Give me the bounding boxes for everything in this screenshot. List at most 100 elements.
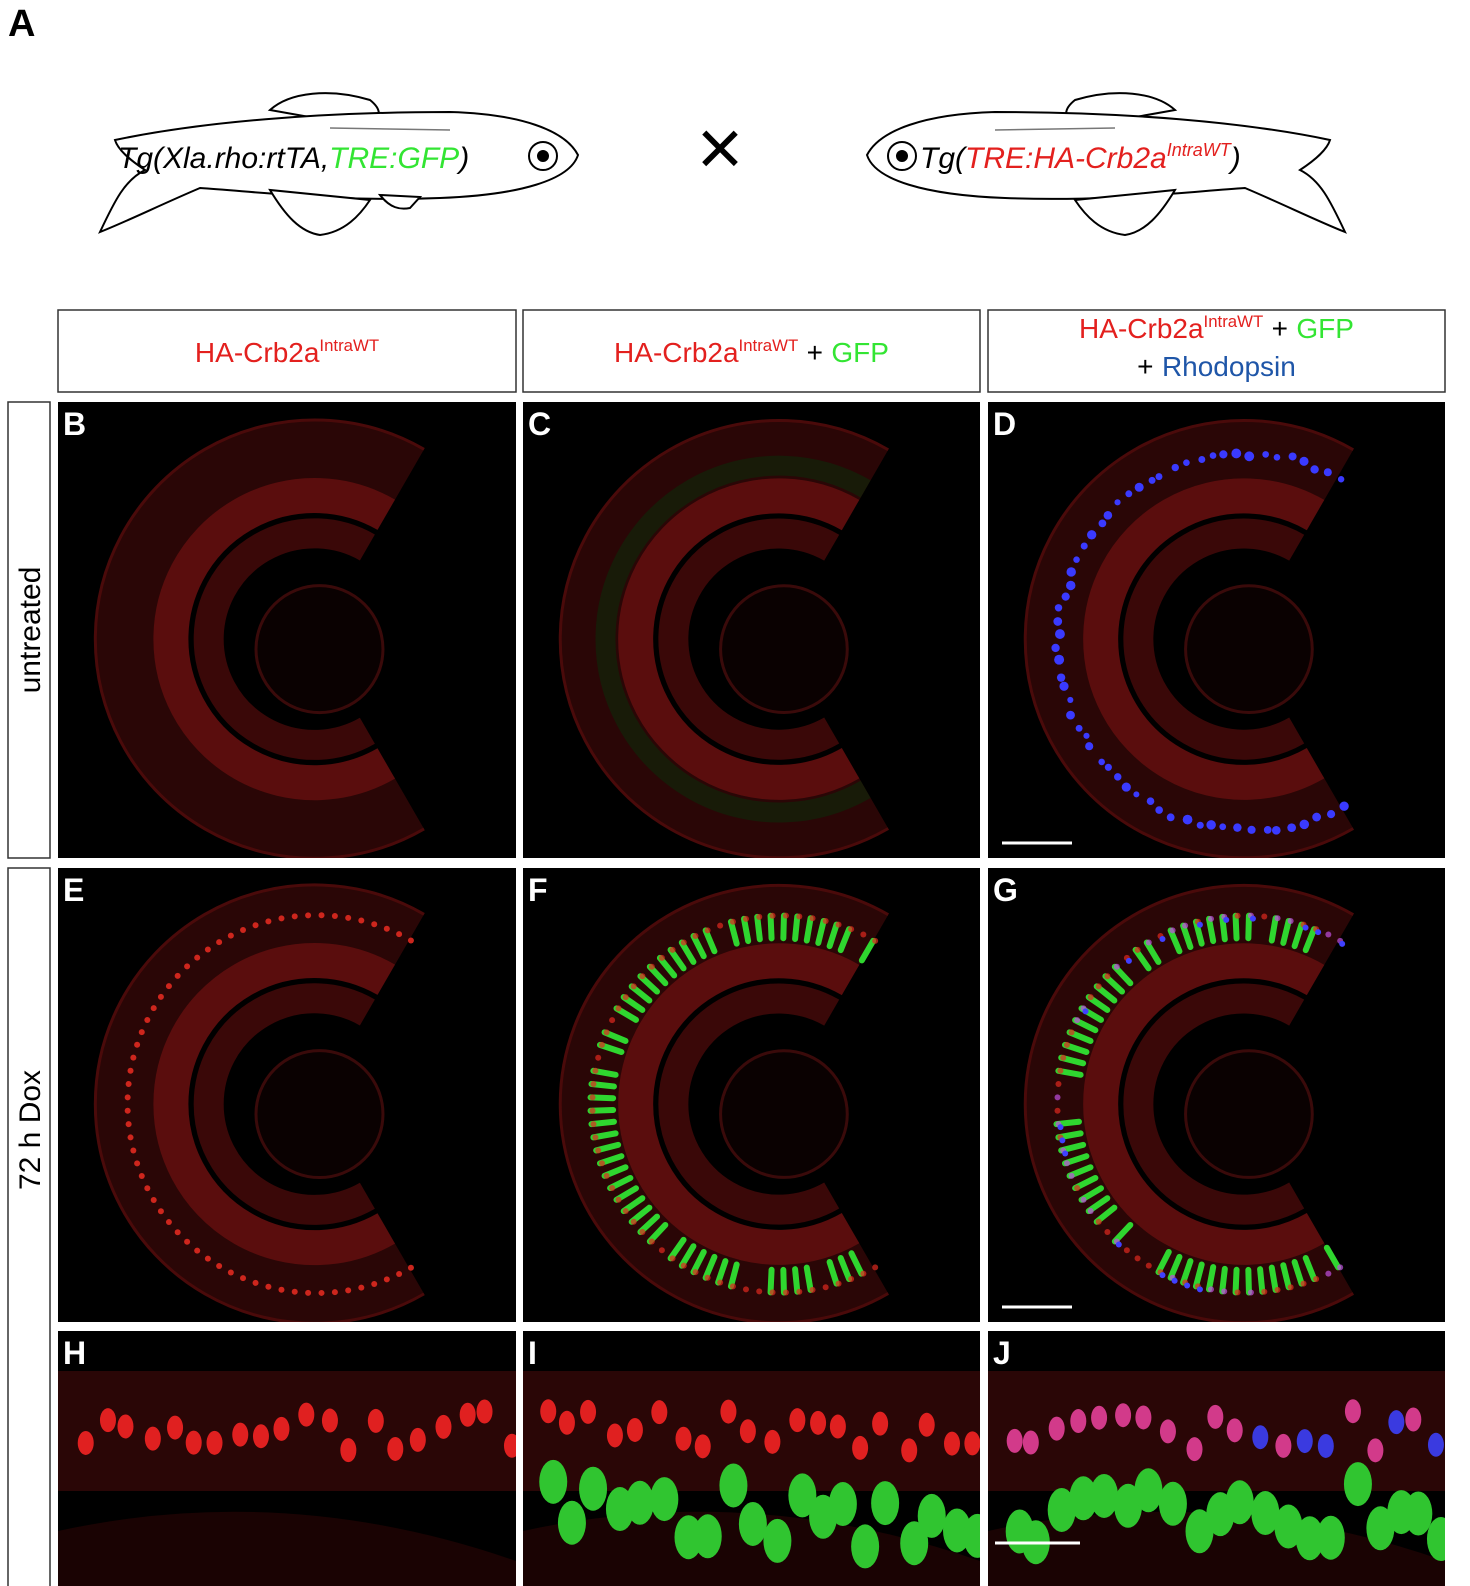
gfp-signal — [1192, 918, 1205, 947]
ha-signal — [252, 922, 259, 929]
panel-letter: B — [63, 406, 86, 442]
ha-signal — [860, 1270, 867, 1277]
ha-signal — [1022, 1430, 1039, 1455]
ha-signal — [435, 1414, 452, 1439]
ha-signal — [704, 1274, 711, 1281]
tissue — [1083, 943, 1325, 1265]
ha-signal — [694, 1434, 711, 1459]
ha-signal — [1221, 1288, 1228, 1295]
tissue — [1123, 518, 1305, 760]
rhodopsin-signal — [1103, 511, 1113, 520]
ha-signal — [606, 1423, 623, 1448]
ha-signal — [1068, 1029, 1075, 1036]
ha-signal — [860, 931, 867, 938]
lens — [1184, 1049, 1314, 1179]
ha-signal — [590, 1081, 597, 1088]
gfp-signal — [1219, 913, 1228, 943]
fish-left-label: Tg(Xla.rho:rtTA,TRE:GFP) — [118, 142, 469, 175]
ha-signal — [872, 937, 879, 944]
ha-signal — [1274, 915, 1281, 922]
ha-signal — [130, 1054, 137, 1061]
ha-signal — [739, 1419, 756, 1444]
ha-signal — [1207, 1404, 1224, 1429]
ha-signal — [1063, 1160, 1070, 1167]
ha-signal — [206, 1430, 223, 1455]
rhodopsin-signal — [1326, 810, 1336, 819]
ha-signal — [1145, 1262, 1152, 1269]
ha-signal — [165, 983, 172, 990]
ha-signal — [1427, 1432, 1444, 1457]
ha-signal — [318, 1289, 325, 1296]
ha-signal — [184, 1238, 191, 1245]
ha-signal — [1313, 1276, 1320, 1283]
gfp-signal — [727, 1261, 740, 1290]
ha-signal — [117, 1414, 134, 1439]
ha-signal — [592, 1067, 599, 1074]
panel-letter: J — [993, 1335, 1011, 1371]
lens — [254, 1049, 385, 1180]
gfp-signal — [837, 926, 853, 954]
ha-signal — [1104, 973, 1111, 980]
ha-signal — [150, 1005, 157, 1012]
text-segment: GFP — [831, 337, 889, 368]
ha-signal — [810, 1410, 827, 1435]
ha-signal — [782, 1289, 789, 1296]
ha-signal — [651, 1400, 668, 1425]
rhodopsin-signal — [1166, 813, 1175, 822]
ha-signal — [822, 1284, 829, 1291]
ha-signal — [138, 1172, 145, 1179]
ha-signal — [227, 1269, 234, 1276]
gfp-signal — [1180, 922, 1194, 951]
gfp-signal — [780, 912, 787, 942]
ha-signal — [729, 918, 736, 925]
gfp-signal — [1232, 912, 1240, 942]
ha-signal — [943, 1431, 960, 1456]
gfp-signal — [1257, 1266, 1266, 1295]
rhodopsin-signal — [1059, 681, 1069, 691]
ha-signal — [717, 1279, 724, 1286]
rhodopsin-signal — [1098, 519, 1107, 528]
ha-signal — [185, 1430, 202, 1455]
rhodopsin-signal — [1080, 542, 1088, 550]
rhodopsin-signal — [1337, 475, 1345, 483]
ha-signal — [144, 1185, 151, 1192]
gfp-signal — [738, 1501, 767, 1546]
rhodopsin-signal — [1051, 643, 1060, 653]
gfp-signal — [1090, 1473, 1119, 1518]
rhodopsin-signal — [1114, 499, 1121, 506]
tissue-edge — [558, 883, 890, 1322]
gfp-signal — [1404, 1491, 1433, 1536]
micrograph: J — [988, 1331, 1445, 1586]
ha-signal — [1048, 1416, 1065, 1441]
ha-signal — [1207, 1286, 1214, 1293]
gfp-signal — [1132, 946, 1152, 972]
ha-signal — [809, 915, 816, 922]
ha-signal — [358, 1284, 365, 1291]
panel-letter: I — [528, 1335, 537, 1371]
ha-signal — [658, 1247, 665, 1254]
ha-signal — [1287, 1284, 1294, 1291]
rhodopsin-signal — [1223, 916, 1230, 923]
ha-signal — [589, 1107, 596, 1114]
ha-signal — [658, 954, 665, 961]
gfp-signal — [900, 1521, 929, 1566]
ha-signal — [630, 983, 637, 990]
ha-signal — [383, 1276, 390, 1283]
rhodopsin-signal — [1196, 1286, 1203, 1293]
ha-signal — [1182, 922, 1189, 929]
ha-signal — [1388, 1410, 1405, 1435]
ha-signal — [124, 1107, 131, 1114]
ha-signal — [407, 937, 414, 944]
gfp-signal — [1205, 915, 1217, 945]
gfp-signal — [1426, 1517, 1445, 1562]
rhodopsin-signal — [1066, 567, 1076, 577]
ha-signal — [291, 1288, 298, 1295]
ha-signal — [216, 939, 223, 946]
gfp-signal — [851, 1524, 880, 1569]
ha-signal — [77, 1430, 94, 1455]
gfp-signal — [1245, 912, 1252, 942]
ha-signal — [704, 927, 711, 934]
ha-signal — [321, 1408, 338, 1433]
ha-signal — [595, 1147, 602, 1154]
gfp-signal — [1343, 1462, 1372, 1507]
